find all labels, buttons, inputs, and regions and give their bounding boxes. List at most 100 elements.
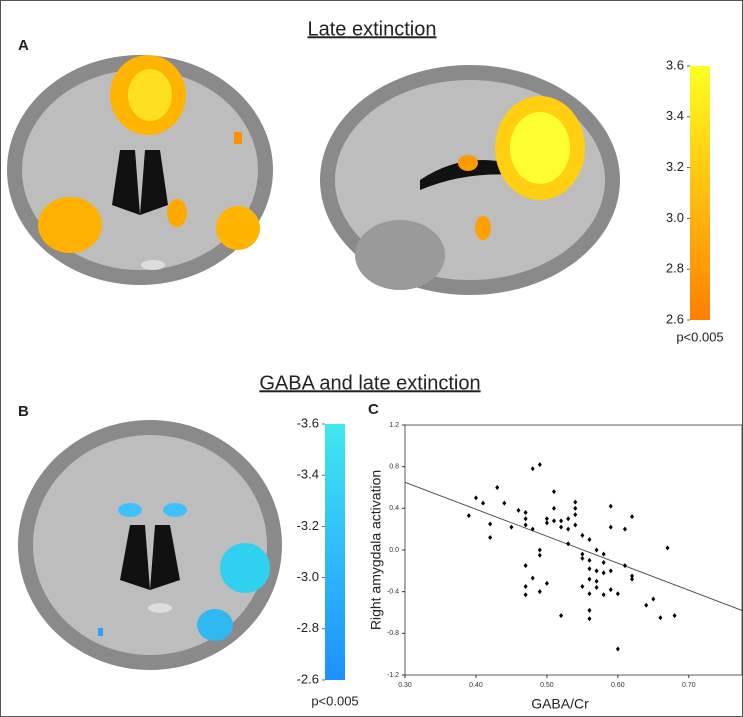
- point: [559, 524, 564, 530]
- point: [530, 526, 535, 532]
- point: [630, 573, 635, 579]
- point: [495, 485, 500, 490]
- point: [644, 602, 649, 608]
- x-tick-label: 0.30: [398, 682, 412, 689]
- point: [573, 522, 578, 528]
- point: [601, 570, 606, 576]
- point: [615, 591, 620, 597]
- point: [566, 541, 571, 547]
- point: [566, 526, 571, 532]
- colorbar-a: [690, 66, 710, 320]
- point: [608, 503, 613, 509]
- colorbar-b-note: p<0.005: [311, 693, 358, 708]
- point: [488, 521, 493, 527]
- fit-line: [404, 481, 743, 611]
- y-tick-label: 0.4: [389, 505, 399, 512]
- colorbar-tick-label: 2.8: [666, 261, 684, 276]
- point: [608, 568, 613, 574]
- colorbar-tick-label: 3.4: [666, 108, 684, 123]
- y-axis-label: Right amygdala activation: [368, 470, 384, 630]
- plot-area: [404, 424, 743, 676]
- point: [587, 616, 592, 622]
- point: [509, 524, 514, 530]
- point: [594, 578, 599, 584]
- colorbar-tick-label: -2.8: [297, 620, 319, 635]
- point: [566, 516, 571, 522]
- point: [601, 560, 606, 565]
- point: [587, 576, 592, 582]
- colorbar-tick-label: -2.6: [297, 671, 319, 686]
- colorbar-tick-label: -3.0: [297, 569, 319, 584]
- colorbar-tick-label: -3.6: [297, 415, 319, 430]
- point: [672, 613, 677, 619]
- brain-coronal-a: [7, 55, 273, 285]
- point: [594, 568, 599, 574]
- y-tick-label: -1.2: [387, 672, 399, 679]
- point: [608, 587, 613, 593]
- panel-c-label: C: [368, 401, 379, 418]
- colorbar-tick-label: -3.4: [297, 467, 319, 482]
- point: [580, 555, 585, 561]
- point: [665, 545, 670, 551]
- point: [466, 513, 471, 519]
- point: [580, 583, 585, 589]
- x-tick-label: 0.60: [611, 682, 625, 689]
- point: [622, 563, 627, 569]
- point: [551, 518, 556, 524]
- y-tick-label: -0.4: [387, 589, 399, 596]
- point: [630, 514, 635, 520]
- colorbar-tick-label: 3.2: [666, 159, 684, 174]
- point: [651, 596, 656, 602]
- colorbar-tick-label: 3.0: [666, 210, 684, 225]
- point: [587, 566, 592, 572]
- point: [523, 510, 528, 515]
- point: [537, 462, 542, 468]
- panel-a-label: A: [18, 37, 29, 54]
- point: [580, 532, 585, 538]
- brain-coronal-b: [18, 420, 282, 670]
- colorbar-tick-label: 3.6: [666, 57, 684, 72]
- point: [481, 500, 486, 506]
- point: [587, 607, 592, 613]
- y-tick-label: 1.2: [389, 422, 399, 429]
- point: [544, 580, 549, 586]
- point: [573, 505, 578, 511]
- colorbar-b: [325, 424, 345, 680]
- point: [630, 576, 635, 582]
- y-tick-label: -0.8: [387, 630, 399, 637]
- panel-b-title: GABA and late extinction: [259, 372, 480, 394]
- point: [530, 575, 535, 581]
- panel-b-label: B: [18, 403, 29, 420]
- point: [601, 592, 606, 598]
- point: [580, 551, 585, 557]
- point: [608, 524, 613, 530]
- point: [551, 505, 556, 511]
- point: [594, 547, 599, 553]
- point: [622, 526, 627, 532]
- point: [544, 516, 549, 522]
- point: [523, 522, 528, 528]
- point: [573, 512, 578, 518]
- x-axis-label: GABA/Cr: [531, 696, 589, 712]
- point: [601, 551, 606, 557]
- y-tick-label: 0.8: [389, 464, 399, 471]
- point: [537, 589, 542, 595]
- point: [551, 489, 556, 495]
- point: [587, 537, 592, 543]
- point: [473, 495, 478, 501]
- point: [559, 518, 564, 524]
- point: [537, 552, 542, 558]
- x-tick-label: 0.50: [540, 682, 554, 689]
- brain-sagittal-a: [320, 65, 620, 295]
- point: [559, 613, 564, 619]
- point: [587, 557, 592, 563]
- panel-a-title: Late extinction: [308, 18, 437, 40]
- point: [615, 646, 620, 652]
- point: [516, 507, 521, 513]
- x-tick-label: 0.70: [682, 682, 696, 689]
- colorbar-tick-label: 2.6: [666, 311, 684, 326]
- point: [488, 535, 493, 540]
- colorbar-tick-label: -3.2: [297, 518, 319, 533]
- point: [530, 466, 535, 472]
